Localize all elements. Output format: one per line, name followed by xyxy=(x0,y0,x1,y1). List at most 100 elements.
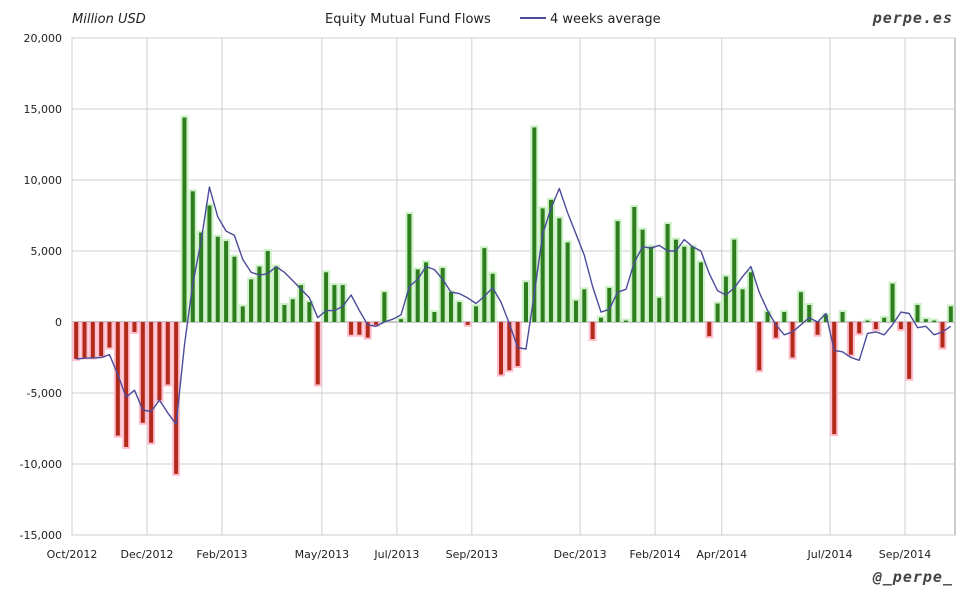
y-tick-label: -10,000 xyxy=(20,458,62,471)
flow-bar xyxy=(157,322,162,401)
flow-bar xyxy=(149,322,154,443)
flow-bar xyxy=(224,241,229,322)
flow-bar xyxy=(199,232,204,322)
flow-bar xyxy=(557,218,562,322)
flow-bar xyxy=(499,322,504,375)
flow-bar xyxy=(640,229,645,322)
flow-bar xyxy=(865,320,870,322)
flow-bar xyxy=(432,312,437,322)
flow-bar xyxy=(474,306,479,322)
flow-bar xyxy=(190,191,195,322)
flow-bar xyxy=(465,322,470,325)
flow-bar xyxy=(374,322,379,325)
x-tick-label: Dec/2012 xyxy=(120,548,173,561)
flow-bar xyxy=(90,322,95,358)
y-axis-ticks: 20,000 15,000 10,000 5,000 0 -5,000 -10,000 -15… xyxy=(20,32,62,542)
flow-bar xyxy=(948,306,953,322)
flow-bar xyxy=(673,239,678,322)
four-week-average-line xyxy=(76,186,952,425)
flow-bar xyxy=(815,322,820,335)
flow-bar xyxy=(840,312,845,322)
flow-bar xyxy=(482,248,487,322)
flow-bar xyxy=(365,322,370,338)
flow-bar xyxy=(174,322,179,474)
flow-bar xyxy=(648,246,653,322)
flow-bar xyxy=(82,322,87,358)
flow-bar xyxy=(523,282,528,322)
flow-bar xyxy=(940,322,945,348)
flow-bar xyxy=(274,266,279,322)
flow-bar xyxy=(615,221,620,322)
flow-bar xyxy=(182,117,187,323)
flow-bar xyxy=(315,322,320,385)
flow-bar xyxy=(457,302,462,322)
y-tick-label: 20,000 xyxy=(24,32,63,45)
flow-bar xyxy=(782,312,787,322)
flow-bar xyxy=(165,322,170,385)
flow-bar xyxy=(540,208,545,322)
x-tick-label: Dec/2013 xyxy=(554,548,607,561)
flow-bar xyxy=(665,224,670,322)
flow-bars xyxy=(74,117,953,474)
flow-bar xyxy=(132,322,137,332)
flow-bar xyxy=(657,297,662,322)
unit-label: Million USD xyxy=(72,12,146,27)
legend-label: 4 weeks average xyxy=(550,12,661,27)
flow-bar xyxy=(898,322,903,330)
flow-bar xyxy=(299,285,304,322)
flow-bar xyxy=(823,314,828,322)
flow-bar xyxy=(74,322,79,359)
flow-bar xyxy=(807,304,812,322)
flow-bar xyxy=(265,251,270,322)
flow-bar xyxy=(357,322,362,335)
flow-bar xyxy=(882,317,887,322)
y-tick-label: 10,000 xyxy=(24,174,63,187)
flow-bar xyxy=(915,304,920,322)
flow-bar xyxy=(798,292,803,322)
flow-bar xyxy=(607,287,612,322)
flow-bar xyxy=(598,317,603,322)
flow-bar xyxy=(340,285,345,322)
flow-bar xyxy=(107,322,112,348)
flow-bar xyxy=(407,214,412,322)
flow-bar xyxy=(249,279,254,322)
flow-bar xyxy=(907,322,912,379)
y-tick-label: -15,000 xyxy=(20,529,62,542)
flow-bar xyxy=(415,269,420,322)
chart-title: Equity Mutual Fund Flows xyxy=(325,12,491,27)
flow-bar xyxy=(507,322,512,371)
flow-bar xyxy=(723,276,728,322)
y-tick-label: 5,000 xyxy=(31,245,63,258)
flow-bar xyxy=(140,322,145,423)
flow-bar xyxy=(424,262,429,322)
flow-bar xyxy=(790,322,795,358)
flow-bar xyxy=(115,322,120,436)
flow-bar xyxy=(282,304,287,322)
flow-bar xyxy=(449,292,454,322)
bar-glow xyxy=(930,318,939,322)
flow-bar xyxy=(757,322,762,371)
flow-bar xyxy=(573,300,578,322)
x-tick-label: Sep/2013 xyxy=(446,548,498,561)
x-tick-label: Feb/2013 xyxy=(196,548,247,561)
flow-bar xyxy=(765,312,770,322)
flow-bar xyxy=(715,303,720,322)
flow-bar xyxy=(399,319,404,322)
flow-bar xyxy=(923,319,928,322)
flow-bar xyxy=(124,322,129,447)
flow-bar xyxy=(307,302,312,322)
flow-bar xyxy=(582,289,587,322)
x-tick-label: May/2013 xyxy=(295,548,349,561)
flow-bar xyxy=(99,322,104,357)
y-tick-label: 15,000 xyxy=(24,103,63,116)
flow-bar xyxy=(565,242,570,322)
flow-bar xyxy=(623,320,628,322)
flow-bar xyxy=(290,299,295,322)
flow-bar xyxy=(332,285,337,322)
flow-bar xyxy=(490,273,495,322)
flow-bar xyxy=(548,199,553,322)
x-tick-label: Sep/2014 xyxy=(879,548,931,561)
flow-bar xyxy=(324,272,329,322)
x-tick-label: Jul/2014 xyxy=(807,548,853,561)
